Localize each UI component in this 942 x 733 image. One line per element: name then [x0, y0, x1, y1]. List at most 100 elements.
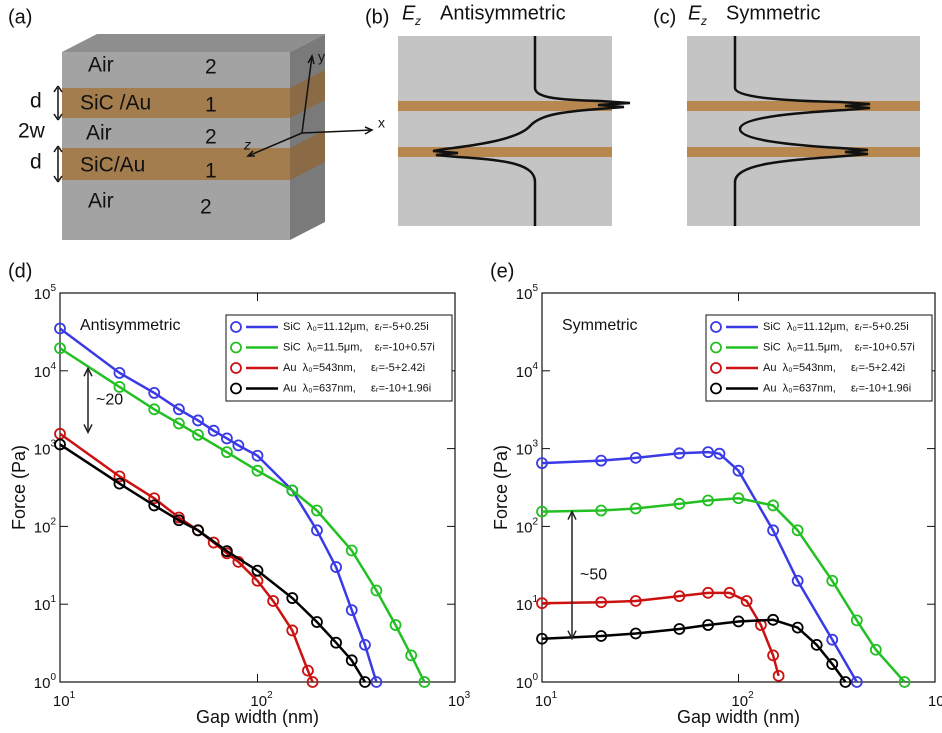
- axis-label: y: [318, 49, 325, 65]
- mode-title: Antisymmetric: [440, 2, 566, 24]
- tick-label: 101: [53, 690, 76, 710]
- data-point: [791, 621, 804, 634]
- data-point: [311, 616, 323, 628]
- data-point: [732, 492, 745, 505]
- tick-base: 10: [34, 597, 51, 614]
- mode-label: Antisymmetric: [80, 317, 180, 334]
- data-point: [345, 604, 358, 616]
- tick-base: 10: [448, 693, 465, 710]
- data-point: [370, 676, 383, 688]
- data-point: [826, 633, 839, 646]
- legend-label: Au λ₀=637nm, εᵣ=-10+1.96i: [763, 382, 911, 394]
- tick-base: 10: [516, 597, 533, 614]
- axis-label: z: [243, 137, 251, 153]
- data-point: [629, 451, 642, 464]
- data-point: [839, 676, 852, 688]
- data-point: [192, 414, 204, 427]
- field-subscript: z: [414, 14, 421, 28]
- tick-base: 10: [516, 286, 533, 303]
- data-point: [192, 524, 204, 537]
- legend-label: SiC λ₀=11.12μm, εᵣ=-5+0.25i: [763, 321, 909, 333]
- legend-label: Au λ₀=637nm, εᵣ=-10+1.96i: [283, 382, 431, 394]
- data-point: [767, 613, 780, 626]
- legend-label: SiC λ₀=11.5μm, εᵣ=-10+0.57i: [283, 341, 435, 353]
- thickness-label: 2w: [18, 120, 46, 143]
- legend-box: [705, 314, 933, 402]
- layer-index: 2: [205, 126, 217, 149]
- data-point: [192, 429, 204, 441]
- data-point: [345, 654, 358, 667]
- data-point: [629, 595, 642, 607]
- data-point: [251, 449, 264, 462]
- mode-title: Symmetric: [726, 2, 820, 24]
- x-axis-title: Gap width (nm): [677, 707, 800, 727]
- tick-exponent: 2: [748, 690, 754, 701]
- tick-exponent: 4: [50, 360, 56, 371]
- mode-label: Symmetric: [562, 317, 638, 334]
- data-point: [810, 638, 823, 651]
- thickness-arrows: [53, 85, 63, 183]
- tick-label: 104: [34, 360, 57, 380]
- tick-label: 105: [516, 283, 539, 303]
- tick-exponent: 1: [552, 690, 558, 701]
- tick-base: 10: [34, 519, 51, 536]
- data-point: [723, 586, 736, 599]
- data-point: [536, 632, 548, 645]
- data-point: [673, 447, 686, 460]
- field-symbol: E: [402, 2, 416, 24]
- data-point: [536, 457, 548, 470]
- mode-profile: [687, 36, 920, 226]
- data-point: [54, 438, 66, 451]
- series-line: [541, 450, 858, 683]
- tick-label: 101: [34, 594, 57, 614]
- legend-label: SiC λ₀=11.5μm, εᵣ=-10+0.57i: [763, 341, 915, 353]
- data-point: [869, 643, 882, 656]
- legend-marker: [230, 362, 242, 374]
- layer-name: SiC /Au: [80, 92, 151, 115]
- tick-base: 10: [516, 675, 533, 692]
- data-point: [113, 477, 126, 490]
- data-point: [148, 492, 161, 505]
- arrow-head: [83, 366, 93, 435]
- data-point: [536, 505, 548, 518]
- tick-base: 10: [34, 364, 51, 381]
- data-point: [173, 417, 185, 430]
- tick-label: 103: [928, 690, 942, 710]
- series-line: [59, 432, 314, 683]
- data-point: [595, 504, 608, 517]
- data-point: [791, 524, 804, 537]
- data-point: [673, 623, 686, 635]
- y-axis-title: Force (Pa): [491, 445, 511, 530]
- tick-label: 100: [516, 672, 539, 692]
- tick-label: 102: [250, 690, 273, 710]
- layer-index: 2: [200, 196, 212, 219]
- data-point: [629, 502, 642, 515]
- tick-label: 102: [516, 516, 539, 536]
- data-point: [740, 595, 753, 607]
- tick-exponent: 2: [267, 690, 273, 701]
- layer-name: SiC/Au: [80, 154, 145, 177]
- tick-exponent: 1: [532, 594, 538, 605]
- tick-exponent: 3: [532, 438, 538, 449]
- data-point: [302, 664, 314, 677]
- data-point: [826, 574, 839, 587]
- data-point: [595, 596, 608, 609]
- data-point: [595, 630, 608, 642]
- data-point: [221, 446, 233, 459]
- data-point: [359, 638, 371, 651]
- series-line: [541, 496, 906, 683]
- data-point: [286, 624, 299, 637]
- y-axis-title: Force (Pa): [9, 445, 29, 530]
- tick-label: 103: [34, 438, 57, 458]
- layer-index: 1: [205, 94, 217, 117]
- tick-label: 103: [516, 438, 539, 458]
- data-point: [359, 676, 371, 688]
- series-line: [59, 443, 367, 683]
- tick-base: 10: [250, 693, 267, 710]
- data-point: [791, 574, 804, 587]
- tick-label: 101: [516, 594, 539, 614]
- tick-exponent: 4: [532, 360, 538, 371]
- data-point: [173, 514, 185, 527]
- layer-index: 1: [205, 160, 217, 183]
